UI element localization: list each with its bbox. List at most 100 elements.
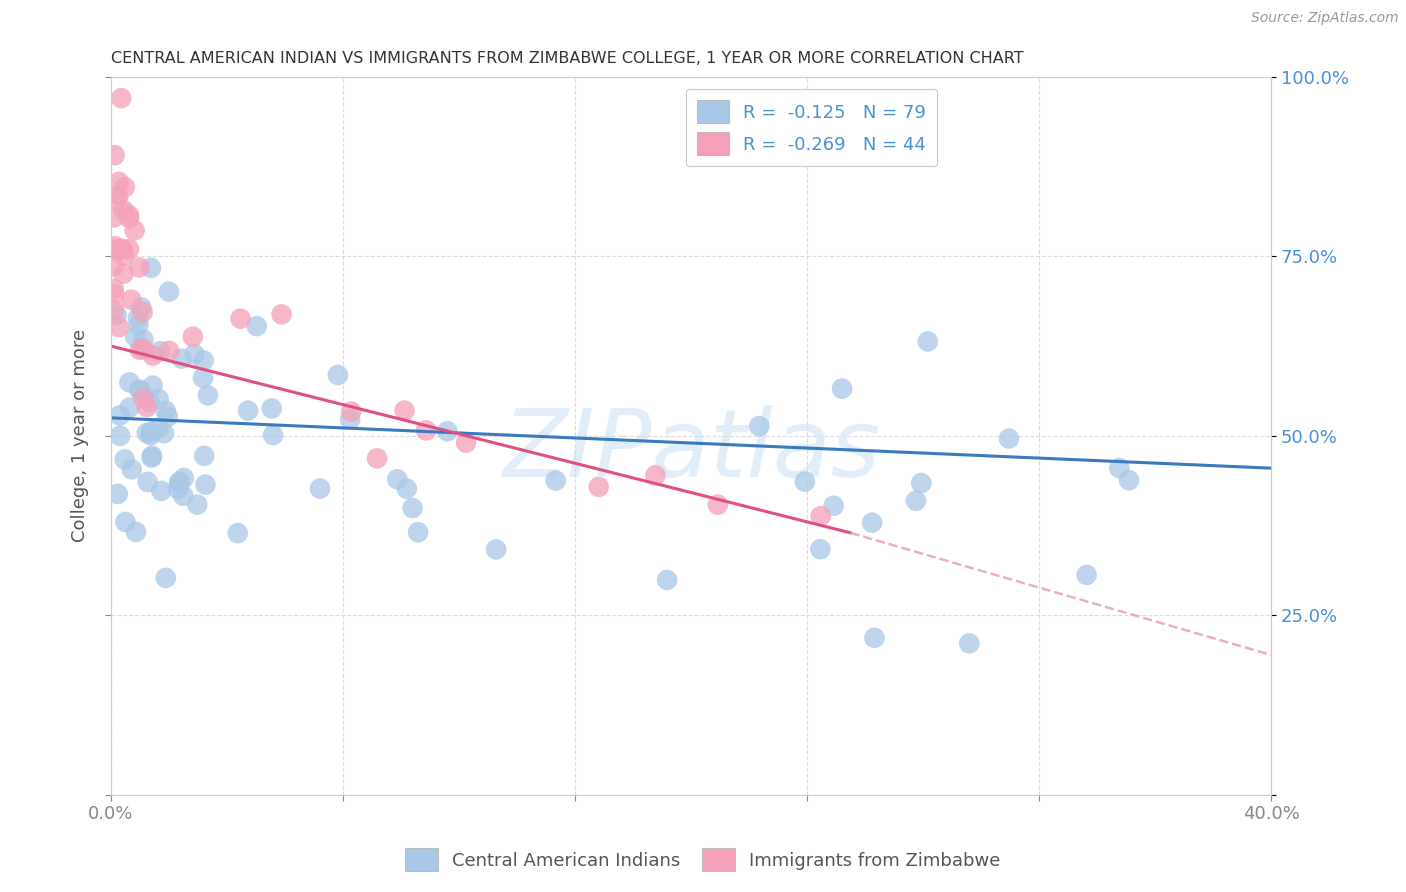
Point <box>132 332 155 346</box>
Point <box>114 452 136 467</box>
Point <box>339 412 361 426</box>
Point <box>139 260 162 275</box>
Point <box>170 351 193 366</box>
Point <box>136 475 159 489</box>
Point <box>169 475 191 489</box>
Point <box>142 378 165 392</box>
Point <box>103 260 125 274</box>
Point <box>108 429 131 443</box>
Point <box>229 311 252 326</box>
Point <box>831 382 853 396</box>
Point <box>860 516 883 530</box>
Point <box>118 211 141 225</box>
Point <box>167 475 190 490</box>
Point <box>107 175 129 189</box>
Point <box>172 489 194 503</box>
Point <box>436 424 458 438</box>
Point <box>125 524 148 539</box>
Point <box>309 482 332 496</box>
Point <box>544 474 567 488</box>
Point <box>406 525 429 540</box>
Point <box>1108 461 1130 475</box>
Point <box>114 515 136 529</box>
Point <box>191 371 214 385</box>
Point <box>108 320 131 334</box>
Point <box>655 573 678 587</box>
Point <box>104 148 127 162</box>
Point <box>103 282 125 296</box>
Y-axis label: College, 1 year or more: College, 1 year or more <box>72 329 89 542</box>
Point <box>107 188 129 202</box>
Point <box>132 342 155 356</box>
Point <box>105 192 128 206</box>
Point <box>193 353 215 368</box>
Point <box>129 301 152 315</box>
Point <box>149 344 172 359</box>
Point <box>108 242 131 256</box>
Point <box>148 421 170 435</box>
Point <box>863 631 886 645</box>
Point <box>401 501 423 516</box>
Point <box>810 542 832 557</box>
Point <box>644 468 666 483</box>
Point <box>904 493 927 508</box>
Point <box>387 472 409 486</box>
Point <box>124 223 146 237</box>
Point <box>135 425 157 440</box>
Point <box>111 242 134 256</box>
Point <box>157 343 180 358</box>
Point <box>998 432 1021 446</box>
Text: ZIPatlas: ZIPatlas <box>502 405 880 496</box>
Point <box>129 343 152 357</box>
Point <box>105 308 128 322</box>
Point <box>485 542 508 557</box>
Point <box>127 310 149 325</box>
Point <box>1118 473 1140 487</box>
Point <box>226 526 249 541</box>
Point <box>270 307 292 321</box>
Point <box>155 571 177 585</box>
Point <box>118 242 141 256</box>
Point <box>150 483 173 498</box>
Point <box>148 392 170 406</box>
Point <box>120 293 142 307</box>
Point <box>155 404 177 418</box>
Point <box>246 319 269 334</box>
Point <box>129 384 152 398</box>
Point <box>260 401 283 416</box>
Point <box>112 203 135 218</box>
Point <box>142 349 165 363</box>
Point <box>957 636 980 650</box>
Point <box>135 400 157 414</box>
Point <box>128 260 150 275</box>
Point <box>103 211 125 225</box>
Point <box>114 180 136 194</box>
Text: Source: ZipAtlas.com: Source: ZipAtlas.com <box>1251 11 1399 25</box>
Point <box>141 450 163 465</box>
Point <box>262 428 284 442</box>
Point <box>415 424 437 438</box>
Point <box>194 477 217 491</box>
Point <box>186 498 208 512</box>
Point <box>340 404 363 418</box>
Point <box>366 451 388 466</box>
Point <box>139 428 162 442</box>
Point <box>141 449 163 463</box>
Point <box>103 243 125 257</box>
Text: CENTRAL AMERICAN INDIAN VS IMMIGRANTS FROM ZIMBABWE COLLEGE, 1 YEAR OR MORE CORR: CENTRAL AMERICAN INDIAN VS IMMIGRANTS FR… <box>111 51 1024 66</box>
Point <box>127 318 149 332</box>
Point <box>197 388 219 402</box>
Point <box>173 471 195 485</box>
Point <box>138 395 160 409</box>
Point <box>794 475 817 489</box>
Legend: R =  -0.125   N = 79, R =  -0.269   N = 44: R = -0.125 N = 79, R = -0.269 N = 44 <box>686 89 938 166</box>
Point <box>121 462 143 476</box>
Point <box>112 248 135 262</box>
Point <box>1076 568 1098 582</box>
Point <box>132 392 155 406</box>
Point <box>156 409 179 424</box>
Point <box>131 305 153 319</box>
Point <box>810 509 832 524</box>
Point <box>588 480 610 494</box>
Point <box>707 498 730 512</box>
